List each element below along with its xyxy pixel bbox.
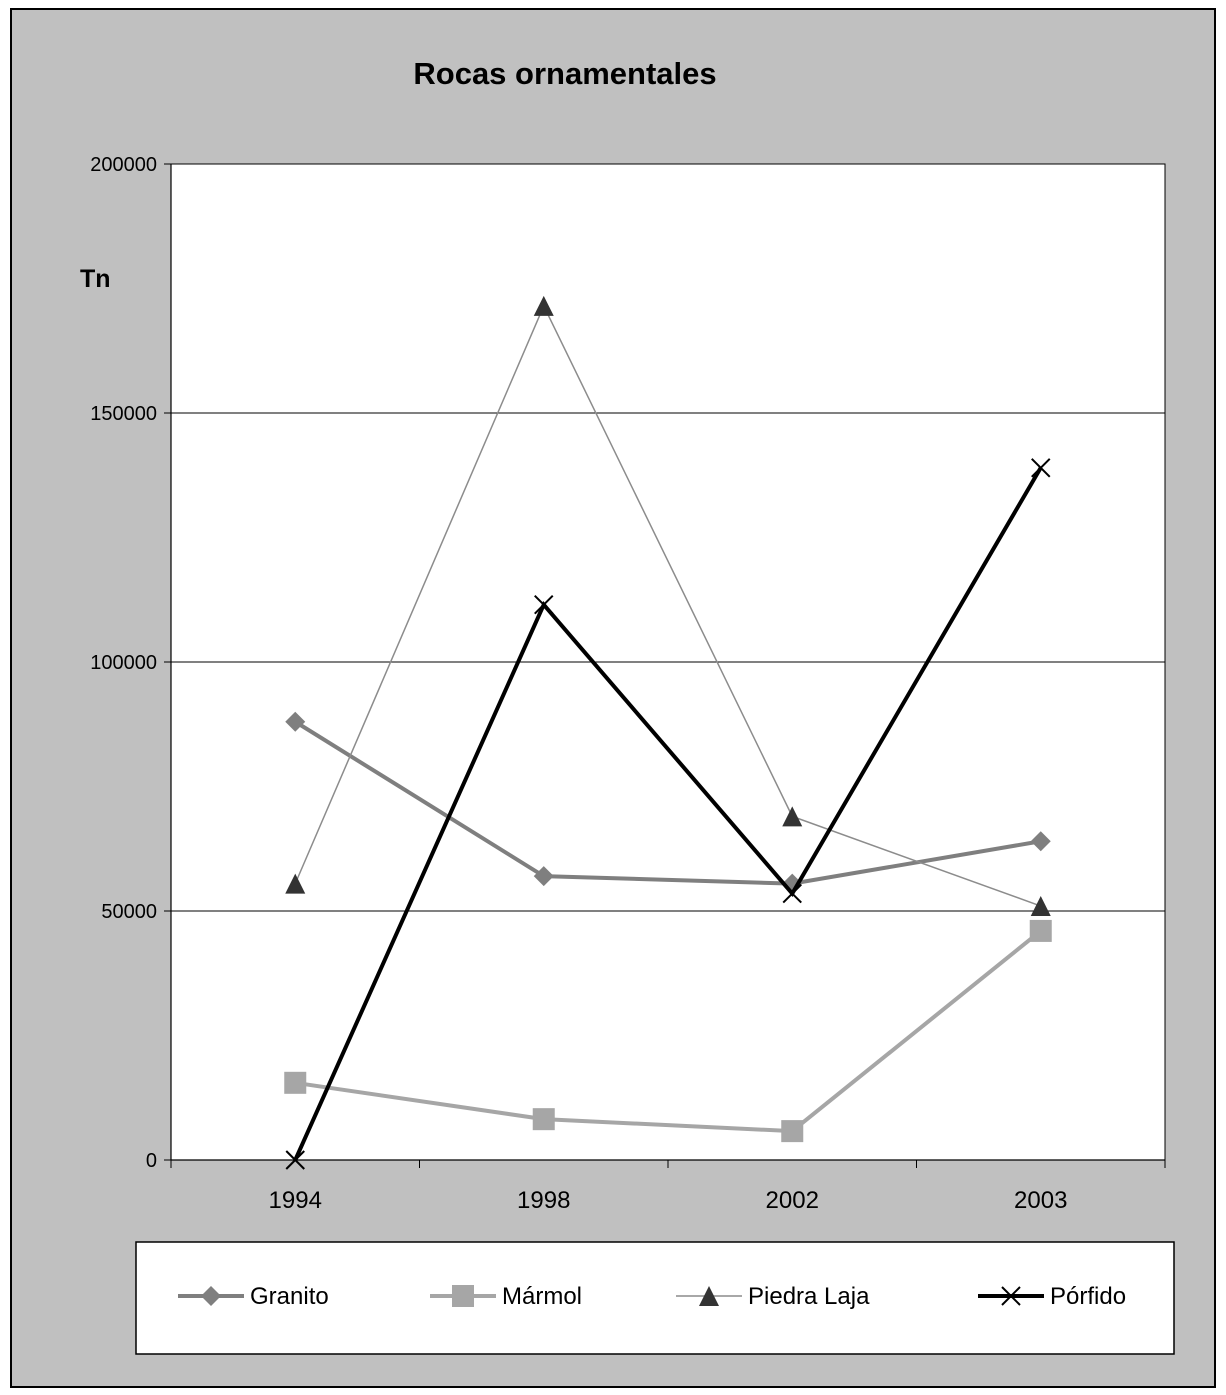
x-marker-stroke <box>782 883 802 904</box>
series-line <box>294 720 1042 886</box>
x-ticks: 1994 1998 2002 2003 <box>170 1160 1166 1214</box>
series-line <box>294 304 1042 907</box>
legend-label: Piedra Laja <box>748 1283 870 1310</box>
data-point <box>782 883 802 904</box>
legend-item: Mármol <box>430 1283 582 1310</box>
data-point <box>532 1108 555 1131</box>
series-piedra-laja <box>285 295 1051 917</box>
series-pórfido <box>285 458 1051 1170</box>
legend-item: Piedra Laja <box>676 1283 870 1310</box>
data-point <box>1029 919 1052 942</box>
legend-label: Mármol <box>502 1283 582 1310</box>
x-tick-label: 1998 <box>517 1187 570 1214</box>
x-marker-stroke <box>285 1150 305 1170</box>
data-point <box>781 1120 804 1143</box>
gridlines <box>171 412 1165 912</box>
y-ticks: 0 50000 100000 150000 200000 <box>90 154 171 1172</box>
data-point <box>1031 458 1051 478</box>
data-point <box>285 711 306 732</box>
legend-item: Granito <box>178 1283 329 1310</box>
series-granito <box>285 711 1051 894</box>
data-point <box>285 873 306 894</box>
legend-label: Granito <box>250 1283 329 1310</box>
legend-swatch-marker <box>201 1286 221 1306</box>
y-tick-label: 100000 <box>90 652 157 674</box>
data-point <box>533 295 554 316</box>
legend-label: Pórfido <box>1050 1283 1126 1310</box>
data-point <box>533 866 554 887</box>
series-line <box>294 929 1043 1134</box>
legend: Granito Mármol Piedra Laja Pórfido <box>178 1283 1126 1310</box>
data-point <box>284 1071 307 1094</box>
y-tick-label: 150000 <box>90 403 157 425</box>
y-tick-label: 200000 <box>90 154 157 176</box>
data-point <box>782 806 803 827</box>
legend-item: Pórfido <box>978 1283 1126 1310</box>
x-tick-label: 2002 <box>766 1187 819 1214</box>
data-point <box>1030 896 1051 917</box>
series-mármol <box>284 919 1052 1143</box>
y-tick-label: 50000 <box>101 901 157 923</box>
x-tick-label: 1994 <box>269 1187 322 1214</box>
series-group <box>284 295 1052 1170</box>
data-point <box>1030 831 1051 852</box>
x-marker-stroke <box>1031 458 1051 478</box>
x-marker-stroke <box>1001 1286 1021 1306</box>
data-point <box>285 1150 305 1170</box>
x-marker-stroke <box>534 595 554 615</box>
y-tick-label: 0 <box>146 1150 157 1172</box>
x-tick-label: 2003 <box>1014 1187 1067 1214</box>
y-axis-label: Tn <box>80 265 111 293</box>
series-line <box>293 466 1043 1161</box>
legend-swatch-marker <box>699 1286 719 1306</box>
data-point <box>534 595 554 615</box>
legend-swatch-marker <box>452 1285 474 1307</box>
legend-swatch-marker <box>1001 1286 1021 1306</box>
chart-title: Rocas ornamentales <box>413 56 716 91</box>
